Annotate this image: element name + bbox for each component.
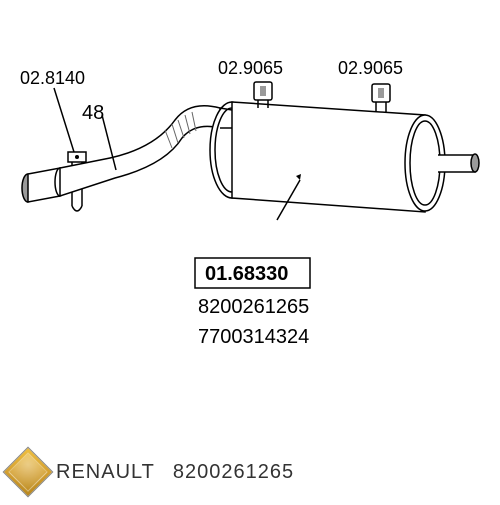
brand-name: RENAULT [56, 461, 155, 484]
oem-number-1: 8200261265 [198, 296, 309, 319]
clamp-callout-line [54, 88, 74, 152]
brand-catalog-number: 8200261265 [173, 461, 294, 484]
bracket-right [372, 84, 390, 112]
exhaust-pipe-inlet [22, 168, 65, 202]
main-part-number: 01.68330 [205, 263, 288, 286]
muffler-front [210, 102, 425, 212]
muffler-rear [405, 115, 479, 211]
clamp-diameter: 48 [82, 102, 104, 125]
bracket-left-label: 02.9065 [218, 58, 283, 79]
bracket-right-label: 02.9065 [338, 58, 403, 79]
exhaust-diagram: 02.8140 48 02.9065 02.9065 01.68330 8200… [0, 0, 500, 500]
oem-number-2: 7700314324 [198, 326, 309, 349]
brand-badge: RENAULT 8200261265 [10, 454, 294, 490]
renault-logo-icon [3, 447, 54, 498]
clamp-label: 02.8140 [20, 68, 85, 89]
